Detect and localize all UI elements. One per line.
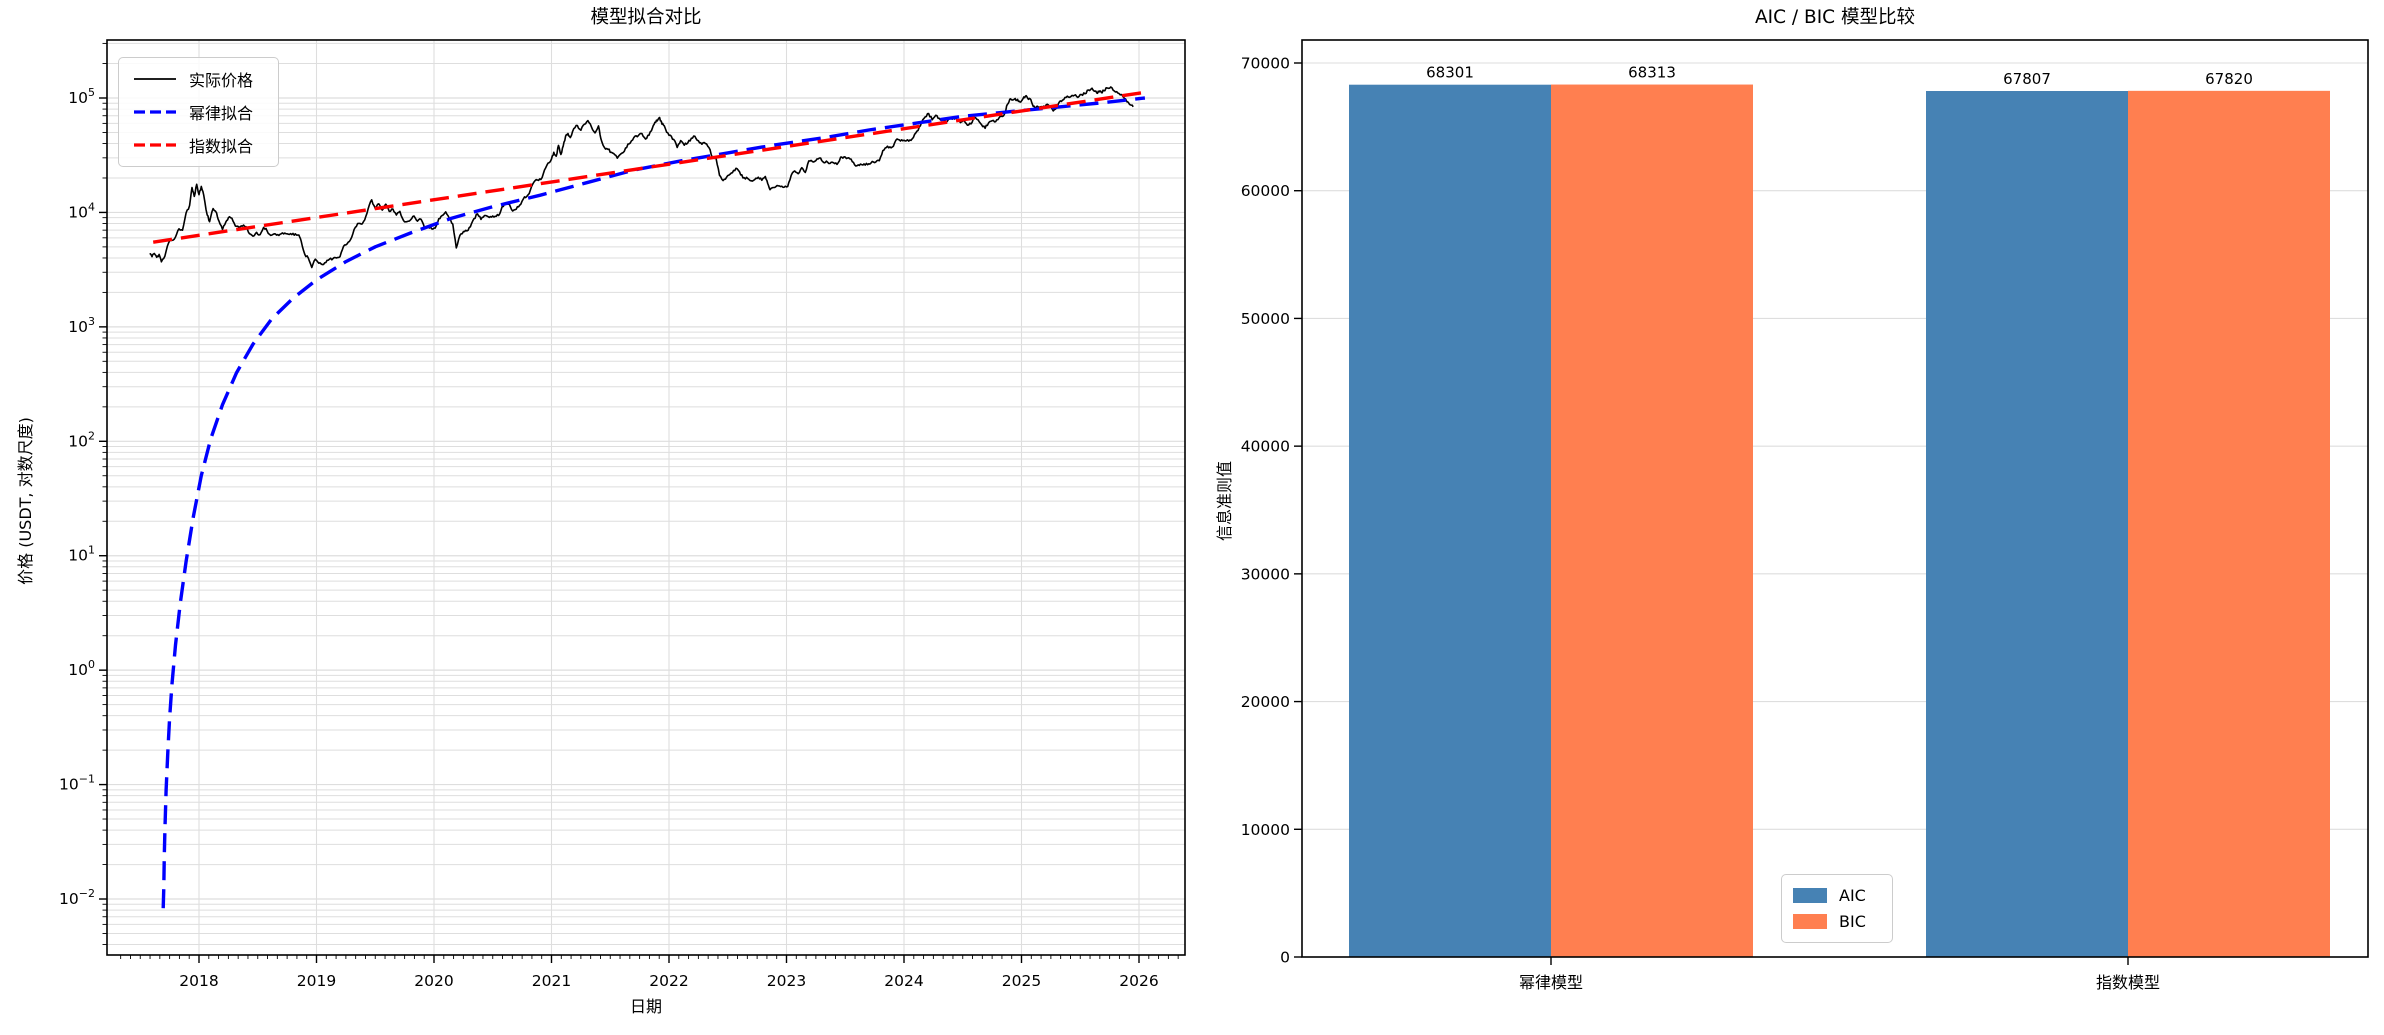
y-tick-label: 0	[1280, 949, 1290, 967]
x-tick-label: 2020	[414, 972, 453, 990]
right-legend-item: BIC	[1793, 912, 1881, 931]
y-tick-label: 105	[68, 86, 95, 107]
y-tick-label: 104	[68, 200, 95, 221]
aic-value-label: 68301	[1426, 64, 1474, 82]
right-chart-title: AIC / BIC 模型比较	[1755, 7, 1915, 28]
x-tick-label: 2022	[649, 972, 688, 990]
x-tick-label: 幂律模型	[1519, 973, 1583, 992]
y-tick-label: 70000	[1241, 55, 1290, 73]
y-tick-label: 40000	[1241, 438, 1290, 456]
left-xaxis-label: 日期	[629, 997, 662, 1016]
y-tick-label: 20000	[1241, 693, 1290, 711]
left-legend-item: 幂律拟合	[133, 100, 264, 124]
left-chart-title: 模型拟合对比	[590, 7, 702, 28]
legend-label: BIC	[1839, 912, 1866, 931]
y-tick-label: 10−2	[59, 887, 95, 908]
bic-bar	[2128, 90, 2330, 957]
y-tick-label: 101	[68, 544, 95, 565]
x-tick-label: 2026	[1119, 972, 1158, 990]
y-tick-label: 100	[68, 658, 95, 679]
left-grid	[107, 40, 1185, 955]
x-tick-label: 2018	[179, 972, 218, 990]
right-yaxis-label: 信息准则值	[1215, 461, 1234, 542]
aic-value-label: 67807	[2003, 70, 2051, 88]
y-tick-label: 102	[68, 429, 95, 450]
x-tick-label: 2021	[532, 972, 571, 990]
x-tick-label: 2025	[1002, 972, 1041, 990]
right-ticks: 0 10000 20000 30000 40000 50000 60000 70000 幂律模型…	[1241, 55, 2160, 993]
left-series	[149, 86, 1146, 909]
right-legend-item: AIC	[1793, 886, 1881, 905]
left-chart-legend: 实际价格幂律拟合指数拟合	[118, 57, 279, 167]
y-tick-label: 103	[68, 315, 95, 336]
series-actual-price	[149, 86, 1134, 269]
left-legend-item: 指数拟合	[133, 133, 264, 157]
left-ticks: 2018 2019 2020 2021 2022 2023 2024 2025 2026 105 1…	[59, 42, 1179, 990]
x-tick-label: 2024	[884, 972, 923, 990]
x-tick-label: 2019	[297, 972, 336, 990]
left-yaxis-label: 价格 (USDT, 对数尺度)	[16, 417, 35, 585]
legend-label: 实际价格	[189, 71, 254, 90]
series-powerlaw-fit	[161, 96, 1146, 909]
legend-label: 幂律拟合	[189, 104, 254, 123]
y-tick-label: 60000	[1241, 182, 1290, 200]
bic-value-label: 67820	[2205, 70, 2253, 88]
x-tick-label: 指数模型	[2096, 973, 2160, 992]
legend-label: AIC	[1839, 886, 1866, 905]
AIC-swatch	[1793, 888, 1827, 903]
y-tick-label: 50000	[1241, 310, 1290, 328]
aic-bar	[1349, 84, 1551, 957]
left-plot-box	[106, 39, 1186, 956]
BIC-swatch	[1793, 914, 1827, 929]
指数拟合-line-sample	[134, 143, 176, 147]
y-tick-label: 10000	[1241, 821, 1290, 839]
aic-bar	[1926, 91, 2128, 957]
right-chart-legend: AIC BIC	[1781, 874, 1893, 943]
y-tick-label: 10−1	[59, 773, 95, 794]
幂律拟合-line-sample	[134, 110, 176, 114]
legend-label: 指数拟合	[189, 137, 254, 156]
bic-bar	[1551, 84, 1753, 957]
bars: 68301 68313 67807 67820	[1349, 64, 2330, 957]
left-legend-item: 实际价格	[133, 67, 264, 91]
实际价格-line-sample	[134, 78, 176, 80]
right-plot-box	[1301, 39, 2369, 958]
bic-value-label: 68313	[1628, 64, 1676, 82]
y-tick-label: 30000	[1241, 565, 1290, 583]
x-tick-label: 2023	[767, 972, 806, 990]
